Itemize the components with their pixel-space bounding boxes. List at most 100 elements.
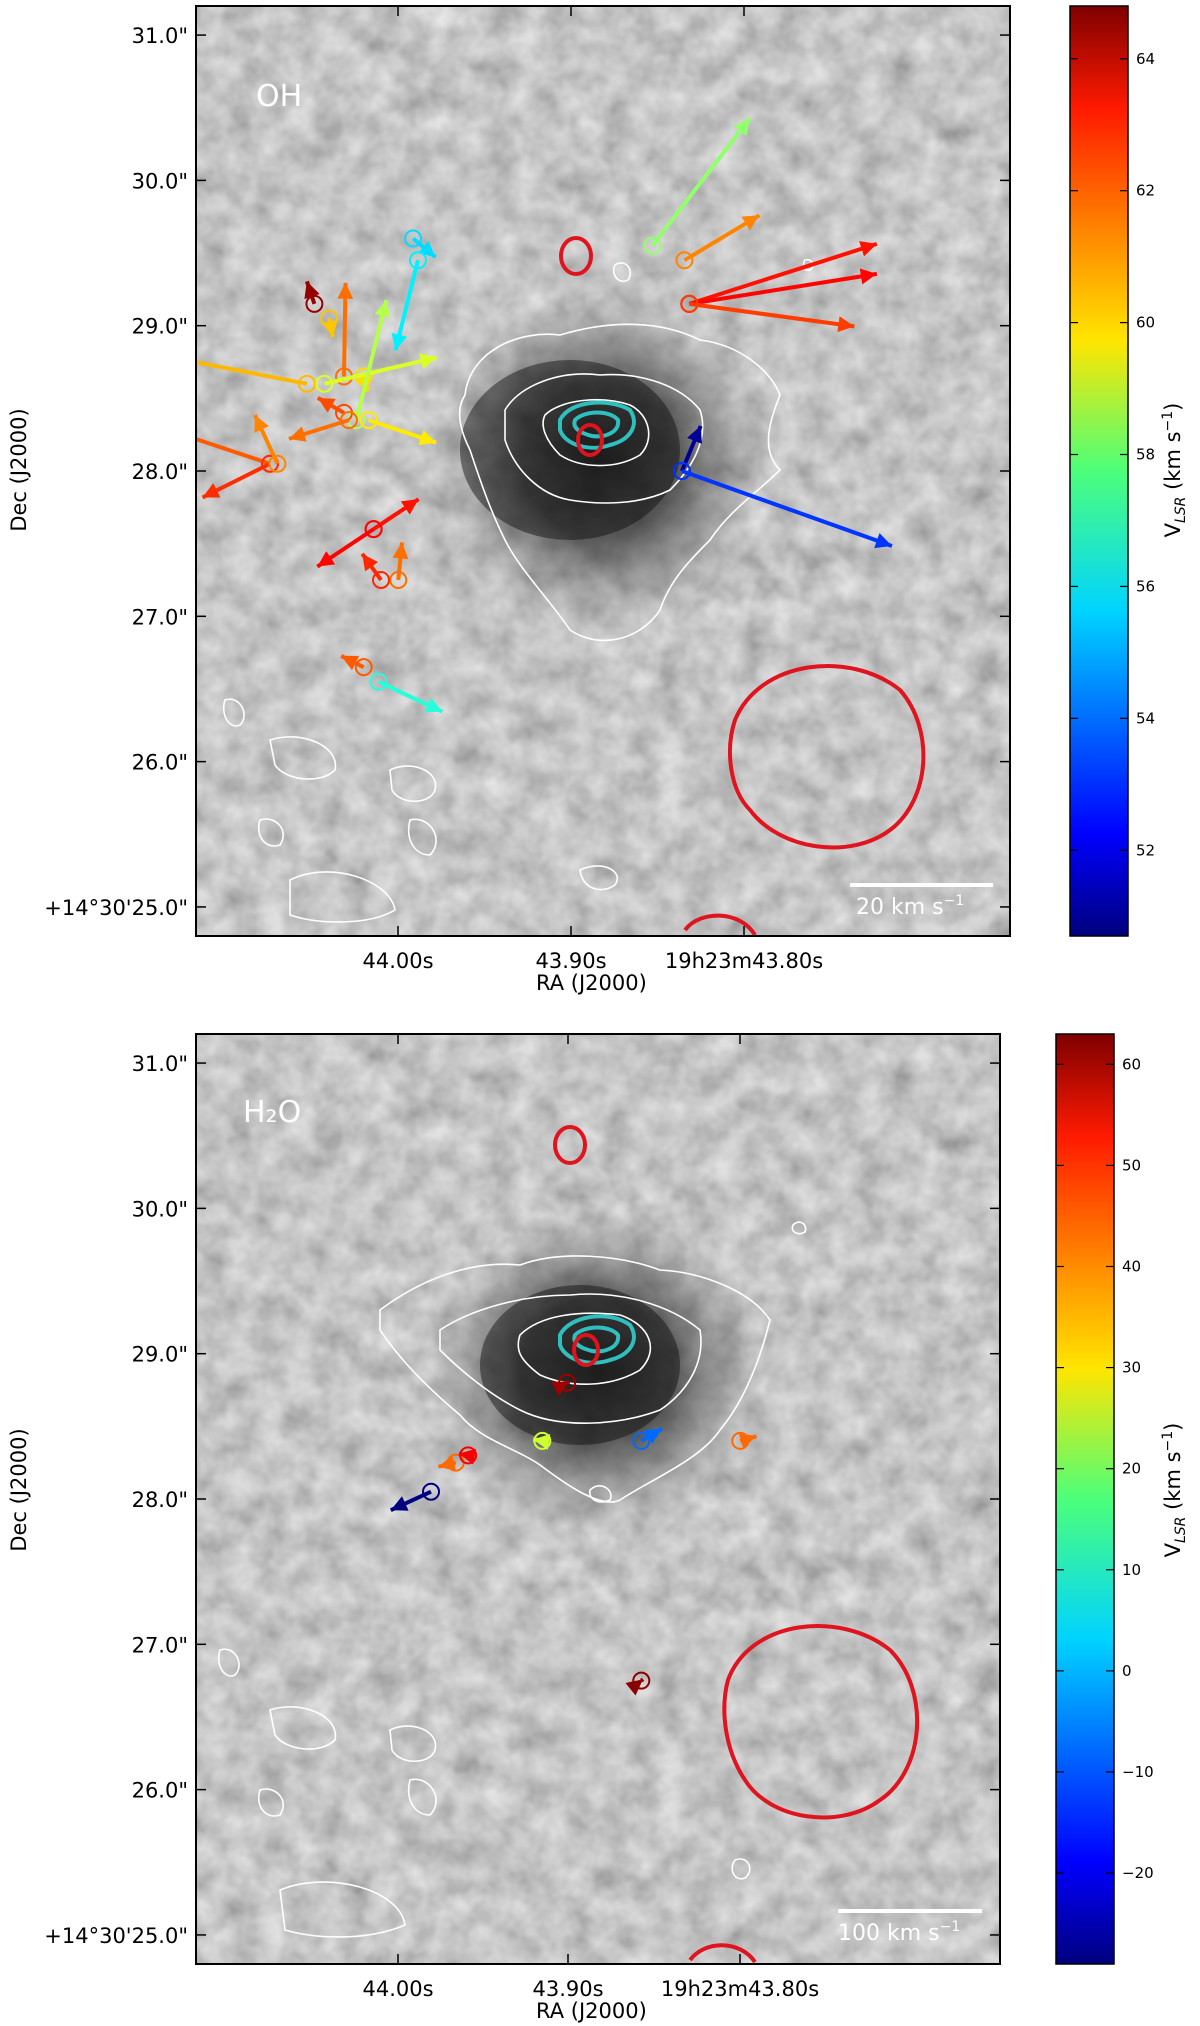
y-tick-label: 30.0" (132, 1197, 188, 1221)
maser-spot (354, 658, 373, 677)
maser-0 (389, 1482, 441, 1512)
red-contours (559, 236, 926, 936)
maser-spot (261, 454, 279, 473)
x-tick-label: 19h23m43.80s (665, 949, 823, 973)
maser-arrowhead (337, 282, 354, 299)
colorbar-tick-label: 58 (1136, 446, 1155, 464)
x-tick-label: 19h23m43.80s (661, 1977, 819, 2001)
maser-arrowhead (424, 697, 443, 713)
maser-vector (196, 436, 271, 466)
maser-arrowhead (172, 353, 189, 369)
maser-arrowhead (362, 553, 379, 572)
h2o-scale-bar: 100 km s−1 (838, 1909, 982, 1946)
maser-7 (359, 411, 437, 446)
maser-9 (288, 411, 358, 442)
x-tick-label: 44.00s (362, 1977, 433, 2001)
maser-arrowhead (533, 1433, 551, 1450)
maser-5 (315, 353, 438, 393)
maser-spot (680, 294, 699, 313)
maser-spot (369, 672, 388, 691)
maser-arrowhead (390, 1496, 409, 1511)
colorbar-tick-label: 60 (1136, 314, 1155, 332)
colorbar-tick-label: 30 (1122, 1359, 1141, 1377)
oh-axis-ticks: 44.00s 43.90s 19h23m43.80s +14°30'25.0" 26.0… (44, 6, 1010, 973)
oh-colorbar-title: VLSR (km s−1) (1160, 403, 1189, 538)
colorbar-tick-label: 52 (1136, 841, 1155, 859)
oh-colorbar-ticks: 52 54 56 58 60 62 64 (1070, 50, 1155, 859)
maser-arrowhead (374, 300, 391, 318)
maser-spot (643, 236, 662, 255)
maser-spot (422, 1482, 441, 1501)
h2o-panel-label: H₂O (243, 1095, 301, 1130)
svg-text:20 km s−1: 20 km s−1 (856, 893, 964, 920)
maser-arrowhead (874, 533, 892, 549)
oh-colorbar (1069, 5, 1129, 937)
y-tick-label: +14°30'25.0" (44, 1924, 188, 1948)
maser-arrowhead (859, 268, 877, 285)
maser-spot (268, 454, 287, 473)
maser-11 (201, 454, 279, 500)
maser-spot (320, 309, 339, 328)
maser-spot (558, 1373, 577, 1392)
y-tick-label: 27.0" (132, 1633, 188, 1657)
maser-23 (316, 520, 383, 569)
maser-spot (672, 462, 691, 480)
maser-arrowhead (400, 499, 419, 515)
maser-4 (172, 353, 316, 393)
dust-contours (217, 1221, 807, 1938)
maser-spot (339, 411, 358, 430)
maser-spot (305, 294, 324, 313)
colorbar-tick-label: −20 (1122, 1864, 1154, 1882)
maser-arrowhead (687, 426, 702, 444)
x-tick-label: 43.90s (535, 949, 606, 973)
maser-vector (196, 360, 308, 386)
colorbar-tick-label: −10 (1122, 1763, 1154, 1781)
maser-arrowhead (733, 118, 750, 136)
maser-spot (459, 1446, 478, 1465)
maser-0 (304, 280, 324, 313)
maser-1 (320, 309, 339, 338)
maser-arrowhead (418, 429, 437, 446)
maser-15 (643, 117, 752, 255)
oh-scale-bar: 20 km s−1 (850, 883, 993, 920)
maser-arrowhead (644, 1428, 662, 1444)
maser-arrowhead (837, 316, 855, 333)
y-tick-label: 29.0" (132, 1343, 188, 1367)
maser-1 (438, 1453, 465, 1472)
maser-arrowhead (288, 426, 307, 442)
cyan-contours (558, 400, 636, 450)
y-tick-label: 28.0" (132, 460, 188, 484)
colorbar-tick-label: 64 (1136, 50, 1155, 68)
maser-27 (369, 672, 444, 714)
maser-spot (364, 520, 383, 539)
maser-spot (675, 251, 694, 270)
y-tick-label: 26.0" (132, 1779, 188, 1803)
h2o-colorbar-ticks: −20 −10 0 10 20 30 40 50 60 (1056, 1055, 1154, 1882)
maser-arrowhead (859, 241, 877, 257)
maser-arrowhead (341, 655, 360, 671)
maser-arrowhead (254, 414, 269, 433)
h2o-maser-markers (389, 1373, 757, 1696)
maser-5 (731, 1431, 757, 1450)
maser-spot (533, 1431, 552, 1450)
maser-vector (689, 271, 878, 306)
maser-spot (359, 411, 378, 430)
maser-arrowhead (391, 332, 408, 351)
maser-spot (409, 251, 427, 270)
maser-arrowhead (317, 397, 336, 413)
maser-12 (253, 414, 287, 473)
y-tick-label: 29.0" (132, 315, 188, 339)
maser-vector (323, 355, 438, 386)
colorbar-tick-label: 40 (1122, 1258, 1141, 1276)
oh-maser-markers (172, 117, 893, 714)
maser-spot (731, 1431, 750, 1450)
colorbar-tick-label: 60 (1122, 1055, 1141, 1073)
svg-text:100 km s−1: 100 km s−1 (838, 1919, 960, 1946)
maser-spot (298, 374, 316, 393)
colorbar-tick-label: 62 (1136, 182, 1155, 200)
maser-spot (372, 570, 390, 589)
maser-6 (551, 1373, 577, 1396)
maser-arrowhead (317, 551, 336, 567)
maser-arrowhead (741, 215, 760, 231)
red-contours (553, 1125, 920, 1964)
